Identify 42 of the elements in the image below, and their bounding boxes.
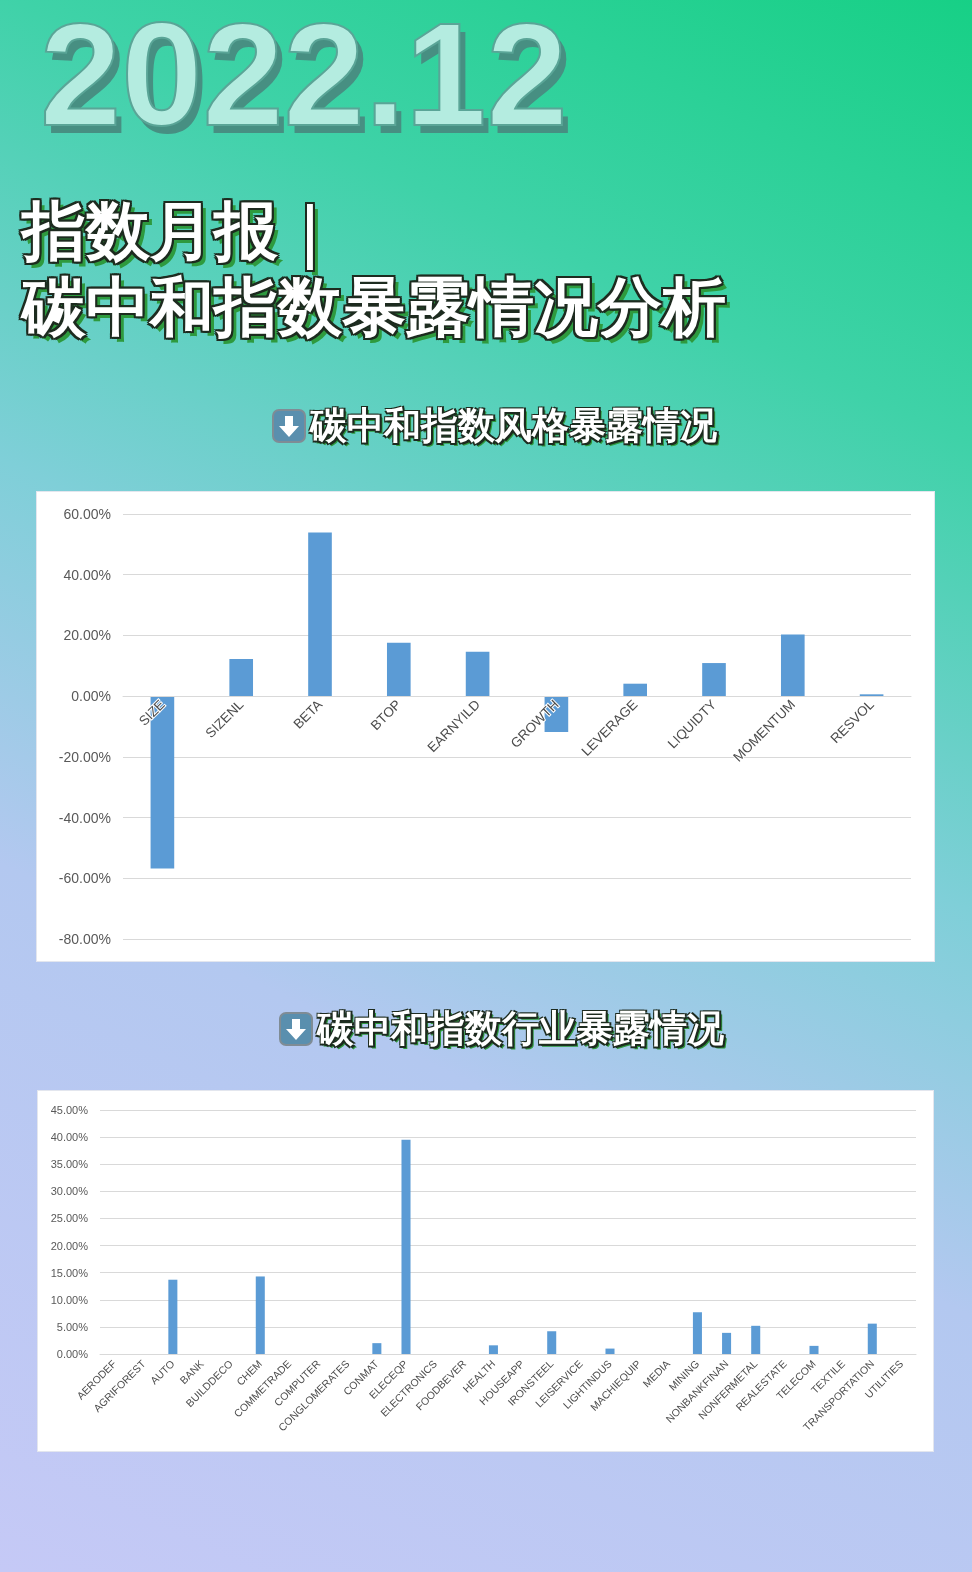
bar bbox=[168, 1279, 178, 1354]
bar bbox=[372, 1343, 382, 1354]
y-tick-label: 20.00% bbox=[50, 1239, 89, 1252]
bar bbox=[308, 532, 332, 697]
y-tick-label: -80.00% bbox=[58, 931, 111, 947]
bar bbox=[867, 1323, 877, 1354]
bar bbox=[229, 659, 254, 697]
y-tick-label: 60.00% bbox=[63, 506, 111, 522]
y-tick-label: 45.00% bbox=[50, 1104, 89, 1116]
y-tick-label: -40.00% bbox=[58, 809, 111, 826]
y-tick-label: 35.00% bbox=[50, 1158, 89, 1171]
text: 指数月报｜ bbox=[22, 194, 341, 268]
bar bbox=[722, 1332, 732, 1354]
y-tick-label: 15.00% bbox=[50, 1266, 89, 1279]
bar bbox=[605, 1348, 615, 1354]
y-tick-label: 40.00% bbox=[50, 1131, 89, 1144]
bar bbox=[809, 1345, 819, 1354]
chart-title: 碳中和指数风格暴露情况 bbox=[310, 404, 717, 448]
y-tick-label: 0.00% bbox=[71, 688, 111, 705]
y-tick-label: 0.00% bbox=[56, 1348, 89, 1360]
bar bbox=[623, 683, 648, 697]
bar bbox=[692, 1312, 702, 1354]
y-tick-label: 25.00% bbox=[50, 1212, 89, 1225]
text: 2022.12 bbox=[40, 0, 568, 156]
y-tick-label: -60.00% bbox=[58, 870, 111, 887]
chart-title: 碳中和指数行业暴露情况 bbox=[317, 1007, 724, 1051]
bar bbox=[465, 651, 490, 697]
bar bbox=[780, 634, 805, 697]
y-tick-label: 20.00% bbox=[63, 627, 111, 644]
bar bbox=[702, 663, 726, 697]
y-tick-label: -20.00% bbox=[58, 748, 111, 765]
y-tick-label: 5.00% bbox=[56, 1320, 89, 1333]
bar bbox=[488, 1345, 498, 1354]
y-tick-label: 30.00% bbox=[50, 1185, 89, 1198]
bar bbox=[401, 1139, 411, 1354]
text: 碳中和指数暴露情况分析 bbox=[22, 270, 726, 344]
bar bbox=[255, 1276, 265, 1354]
y-tick-label: 10.00% bbox=[50, 1293, 89, 1306]
bar bbox=[386, 642, 411, 697]
bar bbox=[547, 1331, 557, 1354]
bar bbox=[751, 1325, 761, 1354]
y-tick-label: 40.00% bbox=[63, 566, 111, 583]
